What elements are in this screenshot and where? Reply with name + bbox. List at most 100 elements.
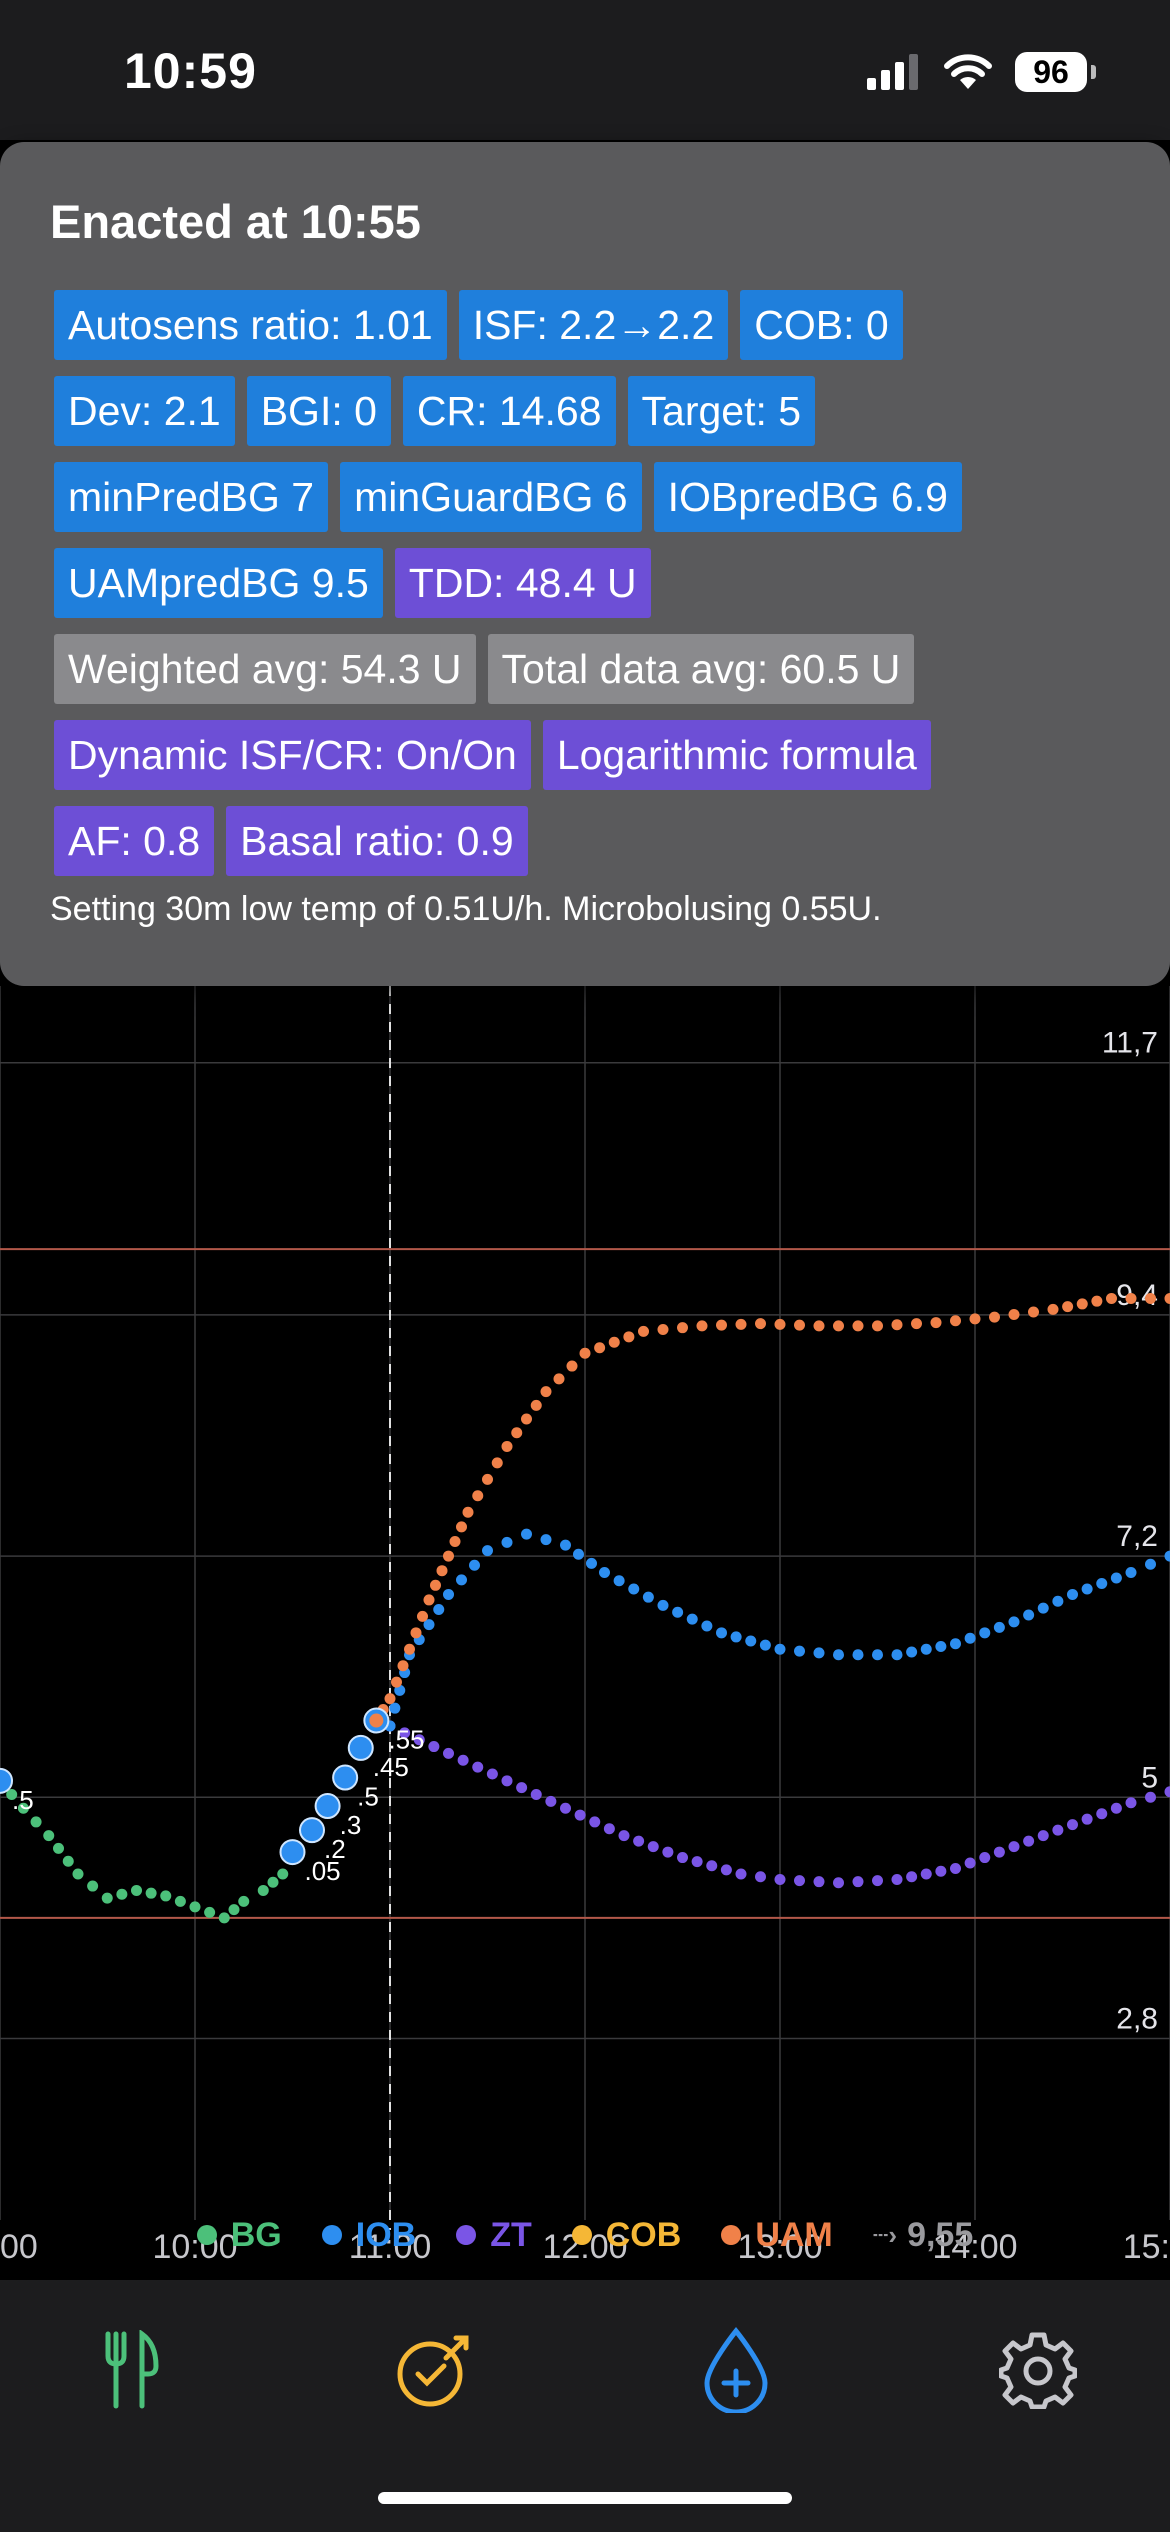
gear-icon (999, 2332, 1077, 2409)
uam-point (410, 1627, 422, 1639)
legend-dot (721, 2225, 742, 2245)
chip-row: Dev: 2.1 BGI: 0 CR: 14.68 Target: 5 (54, 376, 1134, 446)
status-chip: COB: 0 (740, 290, 903, 360)
y-tick-label: 2,8 (1116, 2002, 1158, 2035)
tab-settings[interactable] (988, 2320, 1088, 2420)
iob-point (573, 1548, 584, 1560)
zt-point (486, 1768, 498, 1780)
bolus-marker (314, 1793, 341, 1820)
chip-row: UAMpredBG 9.5 TDD: 48.4 U (54, 548, 1134, 618)
zt-point (618, 1830, 630, 1842)
zt-point (813, 1876, 825, 1888)
zt-point (979, 1852, 991, 1864)
uam-point (579, 1347, 591, 1359)
uam-point (1125, 1292, 1137, 1304)
iob-point (586, 1557, 597, 1569)
x-tick-label: 15: (1123, 2228, 1170, 2266)
uam-point (482, 1473, 493, 1485)
uam-point (417, 1610, 428, 1622)
uam-point (443, 1550, 454, 1562)
legend-label: BG (230, 2215, 282, 2254)
zt-point (691, 1856, 703, 1868)
iob-point (716, 1627, 727, 1639)
uam-point (521, 1413, 532, 1425)
zt-point (774, 1873, 786, 1885)
iob-point (935, 1641, 947, 1653)
zt-point (516, 1782, 528, 1794)
iob-point (469, 1559, 480, 1571)
status-chip: minPredBG 7 (54, 462, 329, 532)
tab-bolus[interactable] (686, 2320, 786, 2420)
uam-point (511, 1427, 523, 1439)
legend-item-bg[interactable]: BG (196, 2215, 282, 2255)
status-icons: 96 (867, 52, 1096, 92)
bolus-label: .05 (305, 1856, 341, 1886)
zt-point (1096, 1808, 1108, 1820)
zt-point (413, 1734, 425, 1746)
iob-point (1164, 1550, 1170, 1562)
tab-targets[interactable] (384, 2320, 484, 2420)
uam-point (989, 1311, 1000, 1323)
iob-point (964, 1632, 976, 1644)
status-chip: Total data avg: 60.5 U (487, 634, 915, 704)
uam-point (930, 1317, 942, 1329)
legend-item-cob[interactable]: COB (571, 2215, 682, 2255)
iob-point (642, 1591, 654, 1603)
legend-item-iob[interactable]: IOB (321, 2215, 417, 2255)
legend-label: COB (605, 2215, 682, 2254)
status-chip: UAMpredBG 9.5 (54, 548, 383, 618)
uam-point (530, 1399, 542, 1411)
tab-meal[interactable] (82, 2320, 182, 2420)
uam-point (501, 1440, 513, 1452)
zt-point (964, 1857, 976, 1869)
uam-point (594, 1342, 606, 1354)
bg-point (72, 1868, 84, 1880)
zt-point (647, 1841, 659, 1853)
bg-point (204, 1906, 216, 1918)
legend-item-zt[interactable]: ZT (456, 2216, 532, 2255)
chart-legend: BG IOB ZT COB UAM ┄› 9,55 (0, 2205, 1170, 2265)
uam-point (1145, 1292, 1156, 1304)
enacted-popup[interactable]: Enacted at 10:55 Autosens ratio: 1.01 ISF… (0, 142, 1170, 986)
uam-point (852, 1320, 864, 1332)
iob-point (1037, 1602, 1049, 1614)
bg-point (43, 1830, 55, 1842)
iob-point (1145, 1558, 1156, 1570)
bg-point (101, 1892, 113, 1904)
signal-icon (867, 54, 918, 90)
iob-point (1125, 1567, 1137, 1579)
bolus-label: .2 (324, 1834, 346, 1864)
zt-point (472, 1761, 484, 1773)
x-tick-label: 14:00 (932, 2228, 1017, 2266)
legend-label: IOB (355, 2215, 417, 2254)
uam-point (462, 1506, 474, 1518)
legend-item-uam[interactable]: UAM (721, 2216, 833, 2255)
drop-plus-icon (704, 2327, 768, 2413)
bolus-marker (0, 1767, 13, 1794)
iob-point (501, 1536, 513, 1548)
iob-point (774, 1643, 786, 1655)
iob-point (613, 1575, 625, 1587)
zt-point (501, 1775, 513, 1787)
bg-point (218, 1912, 230, 1924)
status-chip: CR: 14.68 (402, 376, 616, 446)
status-chip: TDD: 48.4 U (394, 548, 651, 618)
zt-point (1052, 1824, 1064, 1836)
zt-point (755, 1871, 766, 1883)
legend-prediction-value: 9,55 (907, 2215, 974, 2254)
status-chip: Autosens ratio: 1.01 (54, 290, 447, 360)
uam-point (774, 1318, 786, 1330)
chart-canvas[interactable]: 11,79,47,252,800 10:00 11:00 12:00 13:00 14:0… (0, 140, 1170, 2280)
status-chip: IOBpredBG 6.9 (653, 462, 962, 532)
y-tick-label: 7,2 (1116, 1520, 1158, 1553)
zt-point (920, 1868, 932, 1880)
zt-point (457, 1754, 469, 1766)
uam-point (911, 1318, 922, 1330)
uam-point (449, 1535, 461, 1547)
zt-point (589, 1816, 601, 1828)
zt-point (993, 1846, 1005, 1858)
zt-point (1008, 1841, 1020, 1853)
uam-point (423, 1594, 435, 1606)
legend-dot (456, 2225, 477, 2245)
zt-point (950, 1863, 961, 1875)
